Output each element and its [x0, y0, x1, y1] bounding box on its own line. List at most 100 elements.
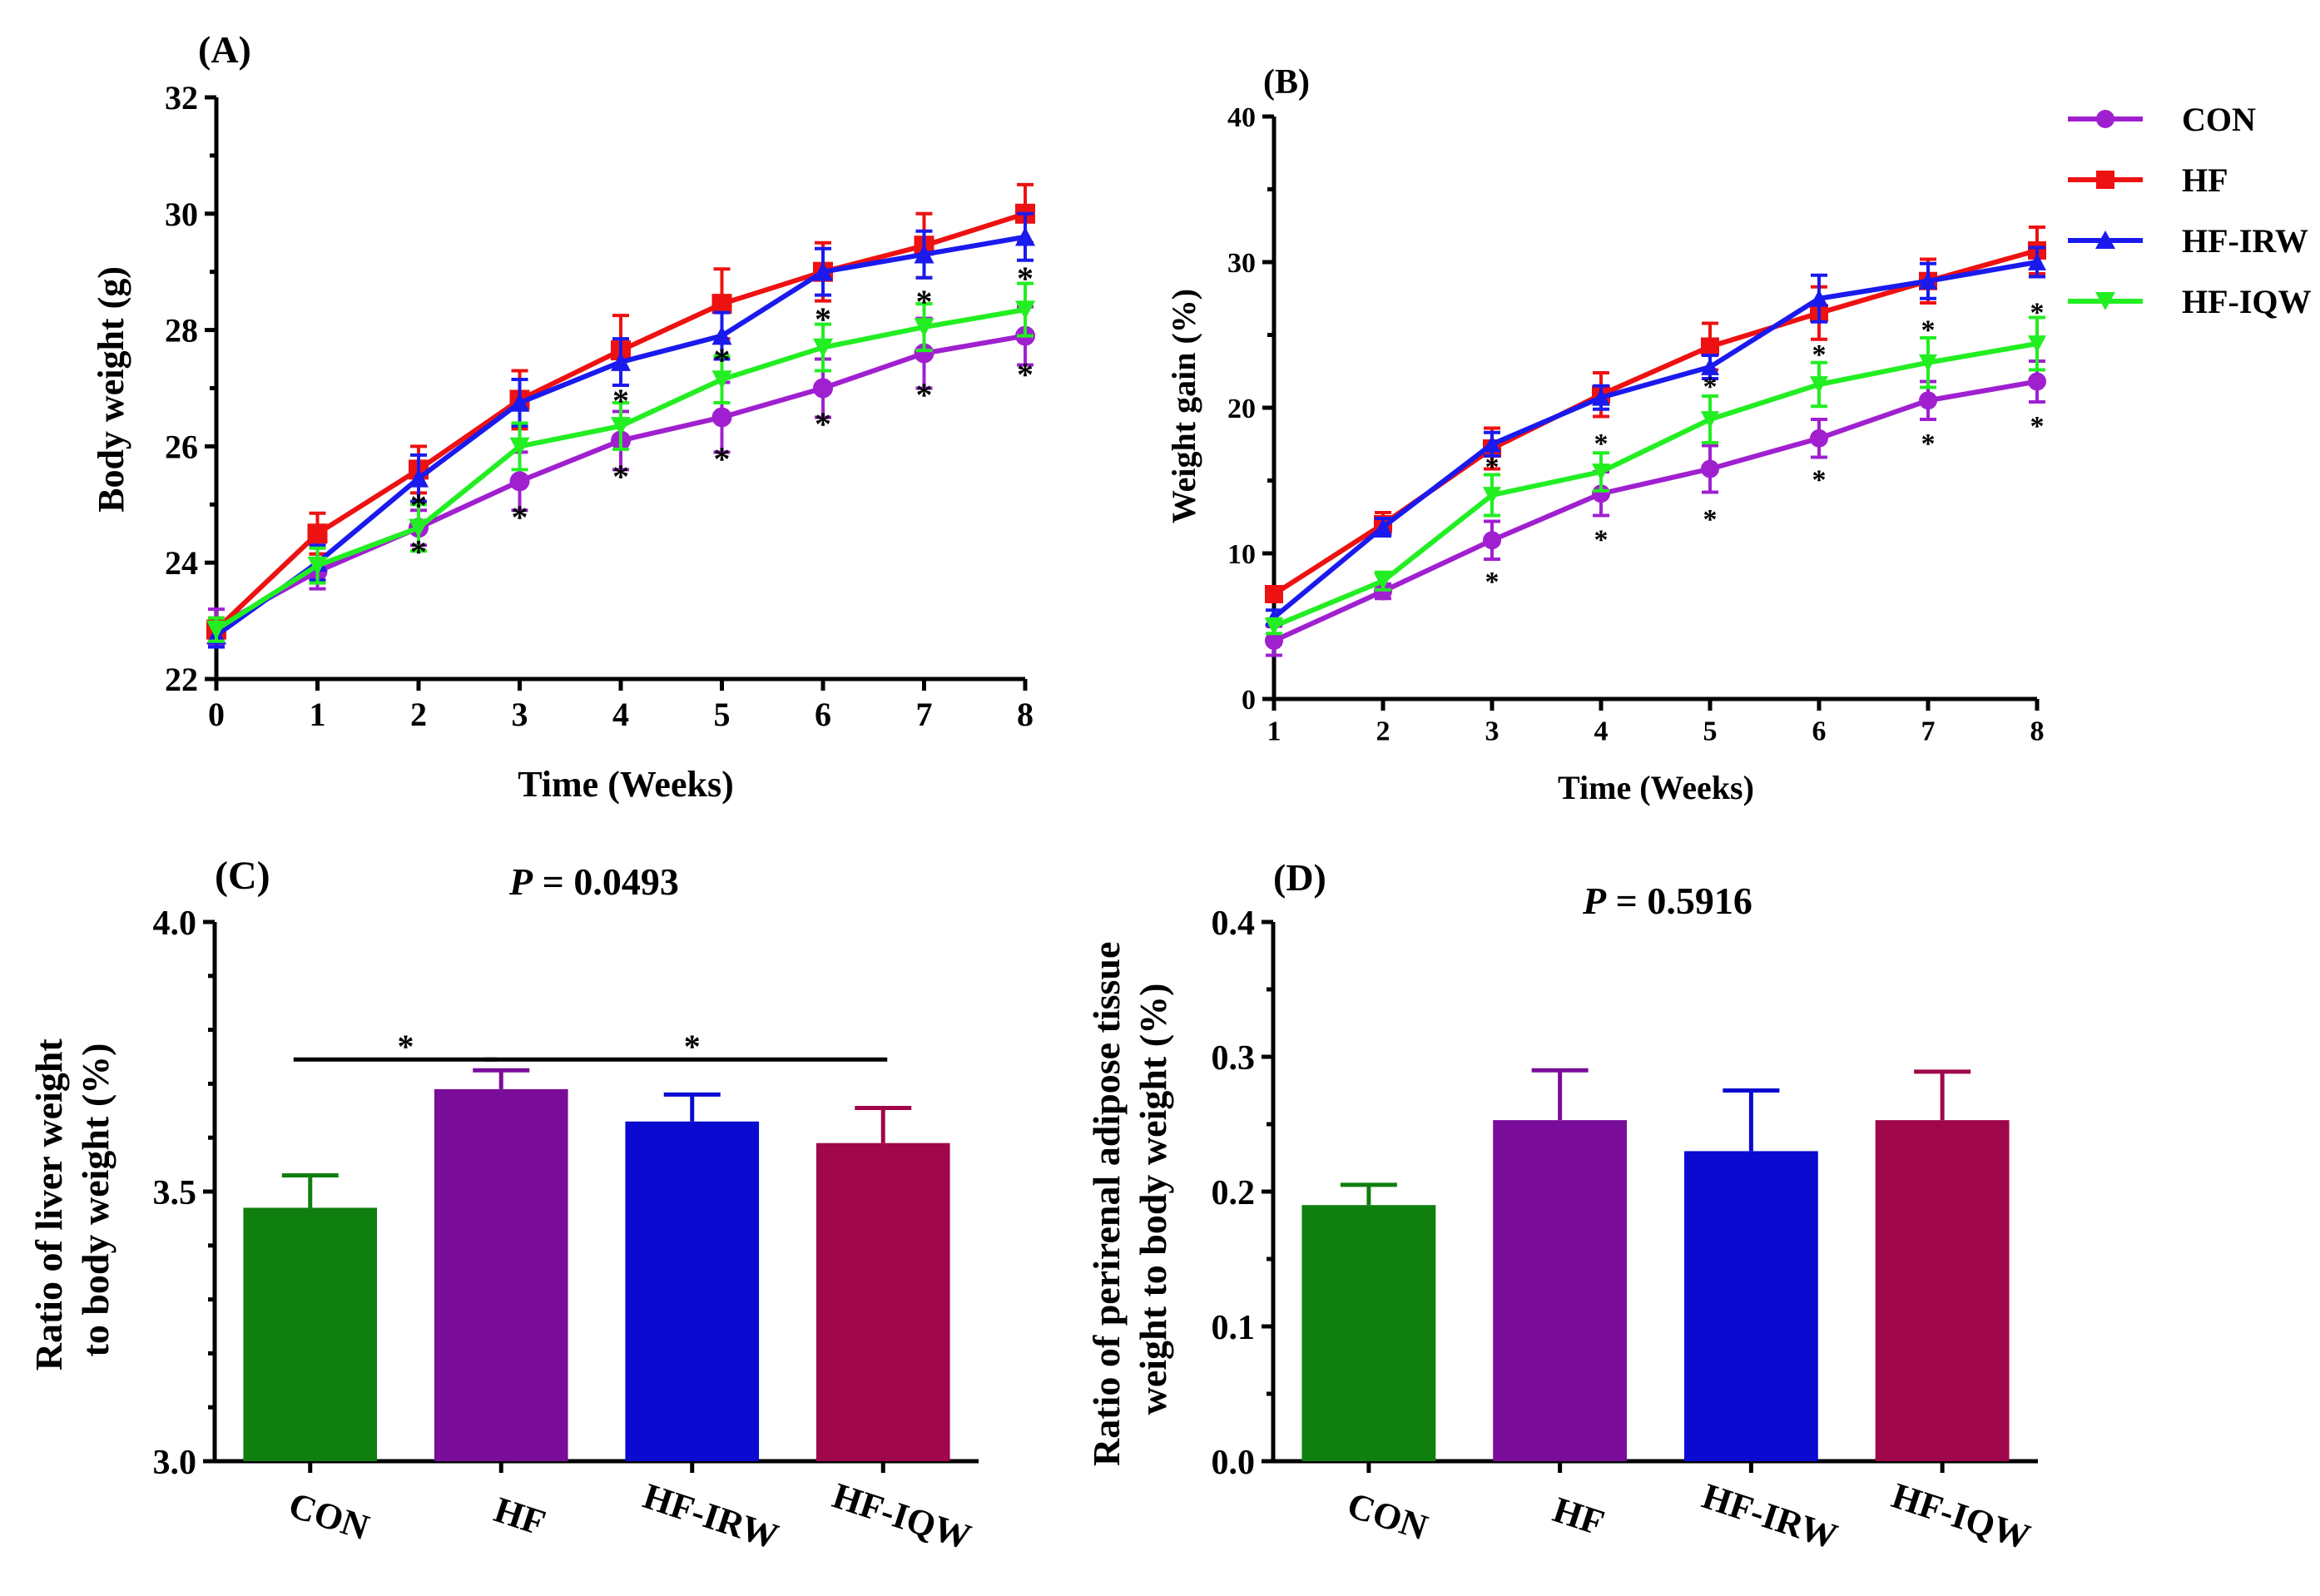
panel-c-bar-hf-iqw — [815, 1142, 950, 1461]
panel-b-series-hf-iqw-line — [1272, 341, 2038, 629]
panel-a-x-tick-label: 3 — [512, 696, 528, 733]
panel-d-x-tick-label: CON — [1342, 1484, 1432, 1549]
panel-b-series-hf-iqw-point — [1483, 487, 1501, 504]
legend-label-con: CON — [2182, 101, 2256, 138]
legend-marker-hf-iqw — [2095, 292, 2115, 310]
panel-a-label: (A) — [198, 28, 251, 71]
panel-d-p-symbol: P — [1582, 880, 1607, 922]
panel-a-series-hf-irw-point — [509, 392, 530, 412]
panel-c-y-tick-label: 3.5 — [153, 1174, 197, 1212]
panel-c-x-tick-label: HF-IQW — [828, 1475, 976, 1557]
panel-c: (C) P = 0.0493 Ratio of liver weight to … — [27, 854, 979, 1558]
panel-d-y-tick-label: 0.1 — [1212, 1309, 1256, 1347]
panel-b-series-hf-iqw-point — [1701, 411, 1719, 429]
panel-a-x-tick-label: 0 — [208, 696, 225, 733]
panel-a-x-tick-label: 1 — [310, 696, 326, 733]
panel-b-significance-asterisk: * — [2030, 297, 2045, 328]
panel-d-p-value: P = 0.5916 — [1582, 880, 1752, 922]
legend-item-hf-irw: HF-IRW — [2068, 222, 2308, 260]
legend-label-hf-irw: HF-IRW — [2182, 222, 2308, 260]
panel-a-x-tick-label: 7 — [916, 696, 933, 733]
panel-b-significance-asterisk: * — [1703, 372, 1718, 403]
panel-d-x-tick-label: HF-IRW — [1698, 1475, 1842, 1557]
panel-b-x-axis-title: Time (Weeks) — [1558, 769, 1754, 806]
panel-b-significance-asterisk: * — [1812, 340, 1827, 370]
legend-marker-con — [2096, 110, 2114, 128]
panel-a-x-axis-title: Time (Weeks) — [518, 764, 734, 805]
panel-a-series-hf-irw-point — [711, 325, 732, 345]
panel-a-significance-asterisk: * — [410, 533, 427, 571]
legend-label-hf: HF — [2182, 161, 2228, 199]
panel-d-bar-con — [1301, 1205, 1436, 1461]
panel-b-series-hf-iqw-point — [1265, 617, 1283, 636]
panel-a-significance-asterisk: * — [815, 405, 831, 443]
panel-a-significance-asterisk: * — [1017, 356, 1034, 394]
panel-b-x-tick-label: 7 — [1921, 716, 1936, 747]
panel-a-series-con-point — [813, 378, 833, 399]
panel-a-significance-asterisk: * — [512, 498, 528, 536]
panel-a-y-tick-label: 26 — [165, 428, 198, 465]
panel-b-series-hf-irw-point — [1592, 388, 1610, 406]
panel-a-significance-asterisk: * — [815, 300, 831, 338]
panel-a: (A) Time (Weeks) Body weight (g) 2224262… — [91, 28, 1035, 805]
panel-c-p-symbol: P — [508, 860, 533, 903]
panel-a-y-tick-label: 30 — [165, 196, 198, 233]
panel-c-bar-con — [243, 1207, 378, 1461]
panel-d-bar-hf — [1493, 1120, 1628, 1461]
panel-b-x-tick-label: 4 — [1594, 716, 1609, 747]
panel-b-y-tick-label: 0 — [1242, 685, 1256, 716]
panel-b-x-tick-label: 2 — [1376, 716, 1391, 747]
panel-a-series-con-point — [509, 471, 530, 492]
panel-a-y-tick-label: 32 — [165, 79, 198, 116]
panel-b-series-con-point — [1919, 391, 1937, 410]
panel-a-significance-asterisk: * — [612, 458, 629, 495]
panel-b-series-hf-point — [1265, 585, 1283, 603]
panel-c-significance-asterisk: * — [684, 1028, 701, 1065]
panel-a-x-tick-label: 5 — [714, 696, 731, 733]
panel-c-bar-hf-irw — [625, 1121, 760, 1461]
panel-c-y-axis-title-line-2: to body weight (%) — [74, 1043, 116, 1357]
panel-b-series-con-point — [1701, 459, 1719, 478]
legend-marker-hf — [2096, 171, 2114, 189]
panel-c-significance-asterisk: * — [398, 1028, 414, 1065]
panel-b-x-tick-label: 6 — [1812, 716, 1827, 747]
panel-a-significance-asterisk: * — [714, 341, 731, 379]
panel-b-series-hf-irw-point — [1701, 358, 1719, 375]
panel-d-y-tick-label: 0.0 — [1212, 1444, 1256, 1482]
panel-a-significance-asterisk: * — [410, 487, 427, 524]
panel-b-y-tick-label: 30 — [1227, 248, 1256, 279]
panel-c-label: (C) — [215, 854, 270, 898]
panel-b-significance-asterisk: * — [1594, 429, 1609, 459]
panel-a-series-hf-irw-point — [914, 244, 934, 264]
legend-item-hf-iqw: HF-IQW — [2068, 283, 2312, 320]
panel-b-series-con-point — [1265, 632, 1283, 650]
panel-b-significance-asterisk: * — [1594, 524, 1609, 555]
panel-b-series-hf-irw-point — [2028, 253, 2046, 270]
panel-b-significance-asterisk: * — [1485, 452, 1500, 483]
panel-b-series-con-point — [1810, 429, 1828, 448]
panel-a-series-hf-iqw-point — [509, 437, 530, 457]
panel-a-significance-asterisk: * — [714, 440, 731, 478]
legend: CON HF HF-IRW HF-IQW — [2068, 101, 2312, 320]
panel-b-significance-asterisk: * — [1921, 315, 1936, 345]
panel-b-significance-asterisk: * — [1703, 504, 1718, 535]
panel-a-series-hf-iqw-point — [813, 338, 833, 358]
panel-b-x-tick-label: 3 — [1485, 716, 1500, 747]
panel-c-p-number: = 0.0493 — [533, 860, 679, 903]
panel-a-x-tick-label: 6 — [815, 696, 831, 733]
panel-a-series-con-point — [711, 407, 732, 428]
panel-c-x-tick-label: HF — [489, 1489, 550, 1543]
panel-b-significance-asterisk: * — [1485, 567, 1500, 597]
panel-a-series-hf-point — [307, 523, 328, 544]
panel-a-series-hf-point — [711, 294, 732, 315]
panel-b-y-tick-label: 40 — [1227, 102, 1256, 133]
panel-a-series-hf-iqw-point — [914, 318, 934, 338]
panel-a-series-hf-iqw-point — [206, 620, 226, 640]
panel-a-series-hf-iqw-point — [307, 556, 328, 576]
panel-b-significance-asterisk: * — [2030, 411, 2045, 442]
panel-d-y-tick-label: 0.4 — [1212, 905, 1256, 943]
panel-b: (B) Time (Weeks) Weight gain (%) 0 10 20 30… — [1165, 63, 2046, 806]
panel-b-series-con-line — [1272, 379, 2038, 643]
panel-a-series-hf-iqw-point — [611, 417, 631, 436]
panel-a-series-hf-irw-point — [611, 352, 631, 371]
